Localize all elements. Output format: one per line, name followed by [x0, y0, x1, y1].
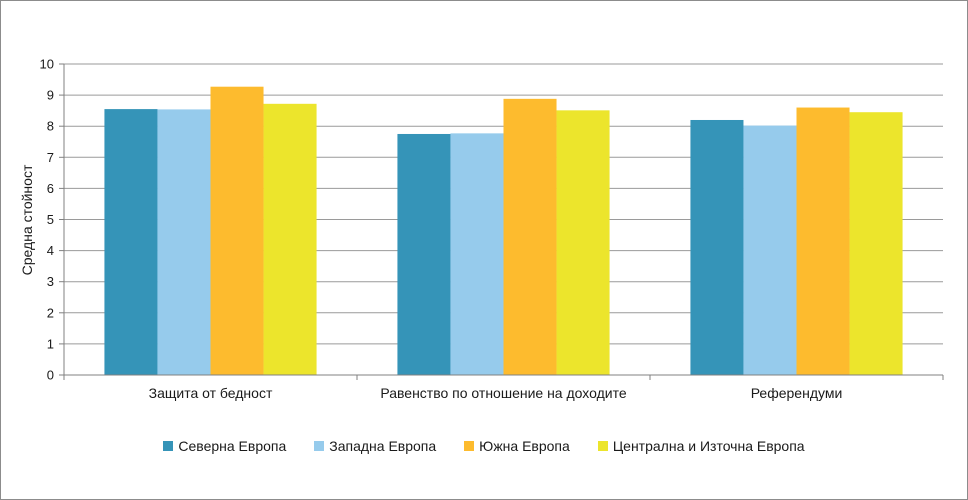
- y-tick-label: 9: [47, 88, 54, 103]
- bar: [796, 107, 850, 375]
- legend-swatch: [163, 441, 174, 451]
- bar: [397, 133, 451, 375]
- bar: [743, 125, 797, 375]
- x-tick-labels: Защита от бедност Равенство по отношение …: [149, 385, 843, 401]
- bar: [157, 109, 211, 375]
- y-tick-label: 5: [47, 212, 54, 227]
- y-tick-label: 7: [47, 150, 54, 165]
- legend-label: Централна и Източна Европа: [612, 438, 805, 454]
- legend-item: Северна Европа: [163, 438, 286, 454]
- legend-label: Северна Европа: [178, 438, 287, 454]
- bar: [849, 112, 903, 375]
- y-tick-label: 0: [47, 368, 54, 383]
- bar: [503, 98, 557, 375]
- axes: [59, 63, 944, 380]
- x-tick-label: Равенство по отношение на доходите: [380, 385, 627, 401]
- bars: [104, 86, 903, 376]
- y-axis-title: Средна стойност: [19, 164, 35, 275]
- legend-swatch: [314, 441, 325, 451]
- bar: [263, 103, 317, 376]
- legend: Северна Европа Западна Европа Южна Европа Ц…: [0, 436, 968, 456]
- bar: [104, 109, 158, 375]
- y-tick-label: 4: [47, 243, 54, 258]
- legend-item: Западна Европа: [314, 438, 436, 454]
- bar: [556, 110, 610, 376]
- legend-label: Южна Европа: [479, 438, 570, 454]
- legend-item: Централна и Източна Европа: [597, 438, 805, 454]
- bar: [450, 133, 504, 375]
- y-tick-label: 10: [40, 57, 54, 72]
- x-tick-label: Референдуми: [751, 385, 843, 401]
- legend-swatch: [464, 441, 475, 451]
- y-tick-label: 1: [47, 336, 54, 351]
- legend-label: Западна Европа: [329, 438, 437, 454]
- bar: [210, 86, 264, 375]
- y-tick-label: 3: [47, 274, 54, 289]
- y-tick-label: 2: [47, 305, 54, 320]
- y-tick-label: 6: [47, 181, 54, 196]
- bar: [690, 119, 744, 375]
- x-tick-label: Защита от бедност: [149, 385, 273, 401]
- bar-chart: 0 1 2 3 4 5 6 7 8 9 10 Защита от бедност Равенство …: [19, 57, 944, 401]
- y-tick-labels: 0 1 2 3 4 5 6 7 8 9 10: [40, 57, 54, 383]
- y-tick-label: 8: [47, 119, 54, 134]
- legend-swatch: [597, 441, 608, 451]
- legend-item: Южна Европа: [464, 438, 570, 454]
